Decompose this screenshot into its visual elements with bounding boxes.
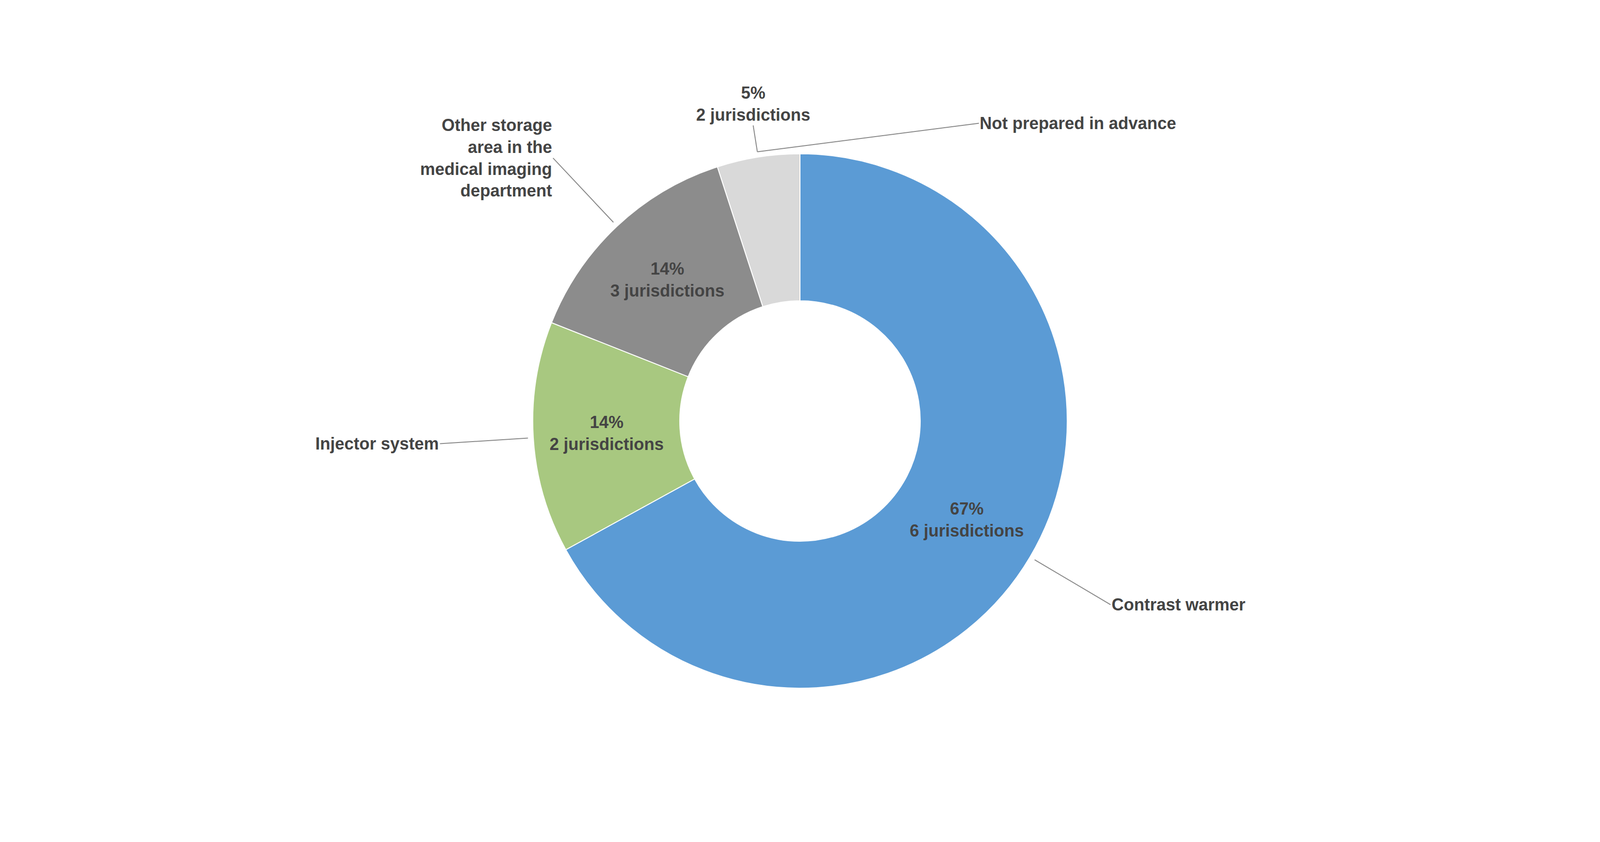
svg-text:67%6 jurisdictions: 67%6 jurisdictions	[909, 499, 1024, 541]
svg-text:Injector system: Injector system	[315, 434, 439, 454]
svg-text:Contrast warmer: Contrast warmer	[1111, 595, 1246, 615]
svg-text:14%3 jurisdictions: 14%3 jurisdictions	[610, 259, 725, 301]
svg-text:Not prepared in advance: Not prepared in advance	[979, 113, 1177, 133]
svg-text:5%2 jurisdictions: 5%2 jurisdictions	[696, 83, 811, 125]
svg-text:Other storagearea in themedica: Other storagearea in themedical imagingd…	[420, 115, 553, 201]
svg-text:14%2 jurisdictions: 14%2 jurisdictions	[549, 412, 664, 454]
